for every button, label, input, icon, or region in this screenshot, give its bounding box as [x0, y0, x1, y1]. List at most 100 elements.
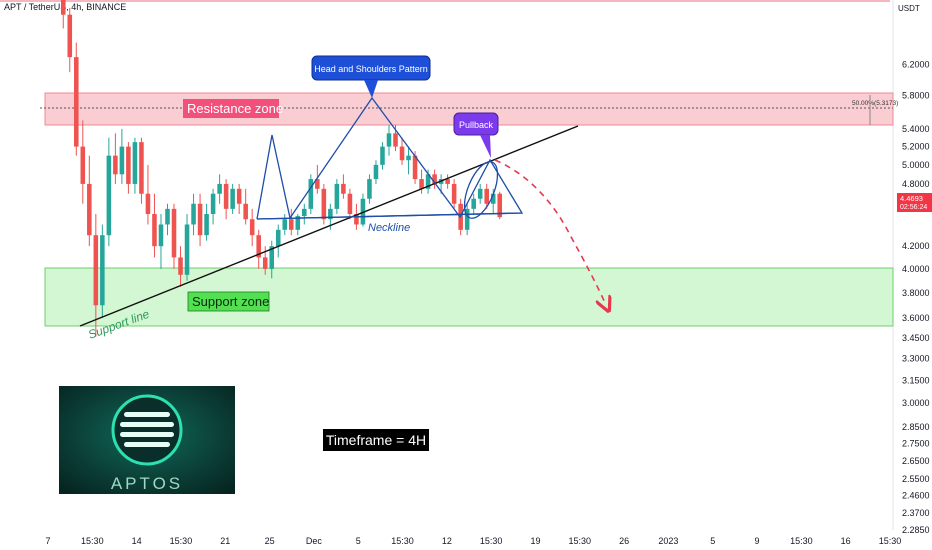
candle-body-44 [347, 193, 353, 215]
candle-body-2 [74, 57, 79, 147]
support-trendline [79, 125, 579, 327]
time-tick-7: 5 [356, 536, 361, 546]
price-tick-11: 3.4500 [902, 333, 930, 343]
candle-body-14 [152, 214, 157, 247]
candle-body-67 [497, 193, 503, 218]
candle-body-28 [243, 203, 248, 220]
candle-body-40 [321, 188, 327, 220]
candle-body-39 [315, 179, 320, 189]
time-tick-12: 15:30 [569, 536, 592, 546]
candle-body-66 [490, 193, 496, 204]
candle-body-31 [262, 257, 268, 269]
time-tick-14: 2023 [658, 536, 678, 546]
countdown: 02:56:24 [900, 204, 927, 211]
candle-body-0 [60, 0, 66, 15]
price-tick-15: 2.8500 [902, 422, 930, 432]
candle-body-60 [451, 183, 457, 204]
candle-body-63 [471, 198, 476, 209]
support-label-box [187, 291, 270, 312]
candle-body-46 [360, 198, 366, 225]
candle-body-59 [445, 179, 450, 184]
candle-body-10 [126, 146, 131, 184]
current-price: 4.4693 [900, 194, 923, 203]
time-tick-1: 15:30 [81, 536, 104, 546]
candle-body-30 [256, 235, 261, 258]
time-tick-9: 12 [442, 536, 452, 546]
candle-body-21 [197, 203, 203, 236]
timeframe-box [323, 429, 429, 451]
candle-body-33 [275, 229, 281, 247]
price-tick-0: 6.2000 [902, 60, 930, 70]
candle-body-27 [236, 188, 242, 204]
resistance-label-box [183, 99, 279, 118]
candle-body-25 [223, 183, 229, 209]
time-tick-13: 26 [619, 536, 629, 546]
candle-body-37 [302, 208, 307, 217]
candle-body-26 [230, 188, 235, 209]
time-tick-18: 16 [841, 536, 851, 546]
neckline-label: Neckline [368, 222, 410, 234]
candle-body-3 [80, 146, 86, 184]
neckline [256, 212, 523, 220]
candle-body-6 [100, 235, 105, 306]
candle-body-34 [282, 219, 288, 230]
time-tick-16: 9 [755, 536, 760, 546]
candle-body-17 [171, 208, 177, 258]
time-tick-15: 5 [710, 536, 715, 546]
candle-body-7 [106, 155, 112, 236]
timeframe-label: Timeframe = 4H [326, 432, 426, 448]
head-shoulders-callout: Head and Shoulders Pattern [311, 55, 431, 98]
candle-body-57 [432, 174, 437, 184]
candle-body-24 [217, 183, 222, 194]
candle-body-45 [354, 214, 359, 225]
candle-body-1 [67, 14, 73, 58]
aptos-wordmark: APTOS [111, 474, 183, 493]
candle-body-42 [334, 183, 340, 209]
time-tick-6: Dec [306, 536, 323, 546]
price-tick-21: 2.2850 [902, 525, 930, 535]
time-tick-2: 14 [132, 536, 142, 546]
candle-body-9 [119, 146, 125, 175]
price-tick-13: 3.1500 [902, 375, 930, 385]
price-tick-17: 2.6500 [902, 456, 930, 466]
price-tick-16: 2.7500 [902, 439, 930, 449]
aptos-logo: APTOS [59, 386, 235, 494]
price-tick-10: 3.6000 [902, 313, 930, 323]
time-tick-3: 15:30 [170, 536, 193, 546]
support-zone [44, 267, 894, 327]
currency-label: USDT [898, 4, 920, 13]
time-tick-17: 15:30 [790, 536, 813, 546]
price-tick-18: 2.5500 [902, 474, 930, 484]
candle-body-20 [191, 203, 196, 225]
candle-body-62 [464, 208, 470, 230]
candle-body-18 [178, 257, 183, 275]
candle-body-35 [288, 219, 294, 230]
price-tick-9: 3.8000 [902, 288, 930, 298]
pullback-label: Pullback [459, 120, 494, 130]
head-shoulders-label: Head and Shoulders Pattern [314, 64, 428, 74]
time-axis[interactable]: 7 15:30 14 15:30 21 25 Dec 5 15:30 12 15:30 19 15:30… [45, 536, 901, 546]
time-tick-4: 21 [220, 536, 230, 546]
candle-body-47 [367, 179, 372, 199]
pullback-circle [463, 161, 499, 219]
candle-body-54 [412, 155, 418, 180]
candle-body-55 [419, 179, 424, 189]
candle-body-48 [373, 164, 379, 180]
price-tick-7: 4.2000 [902, 241, 930, 251]
price-axis[interactable]: 6.20005.80005.40005.20005.00004.80004.60… [902, 60, 930, 535]
candle-body-53 [406, 155, 411, 161]
pullback-callout: Pullback [453, 112, 499, 158]
candle-body-41 [328, 208, 333, 220]
candle-body-32 [269, 246, 275, 269]
time-tick-0: 7 [45, 536, 50, 546]
price-tick-3: 5.2000 [902, 142, 930, 152]
candle-body-19 [184, 224, 190, 275]
candle-body-23 [210, 193, 216, 215]
price-tick-14: 3.0000 [902, 398, 930, 408]
head-shoulders-shape [256, 96, 524, 220]
time-tick-11: 19 [530, 536, 540, 546]
time-tick-5: 25 [265, 536, 275, 546]
time-tick-8: 15:30 [391, 536, 414, 546]
candle-body-56 [425, 174, 431, 189]
